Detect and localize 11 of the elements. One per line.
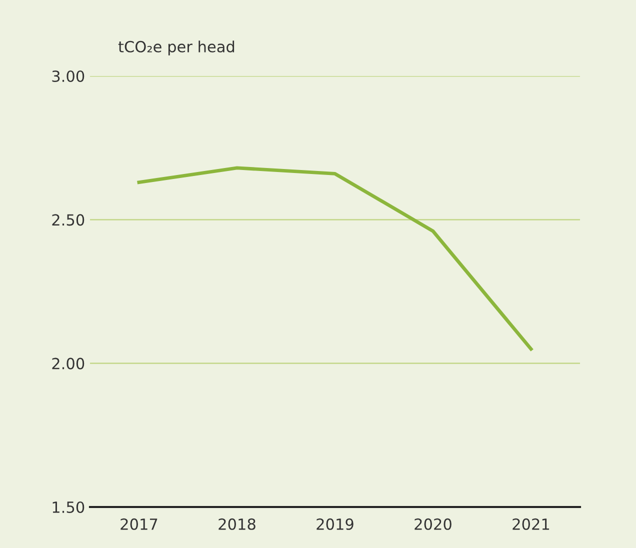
line-series xyxy=(137,166,533,351)
x-tick-label: 2020 xyxy=(414,518,452,530)
x-tick-label: 2021 xyxy=(512,518,550,530)
y-tick-label: 2.50 xyxy=(52,214,84,226)
y-tick-label: 2.00 xyxy=(52,358,84,370)
x-tick-label: 2019 xyxy=(316,518,354,530)
y-tick-label: 3.00 xyxy=(52,70,84,82)
y-tick-label: 1.50 xyxy=(52,501,84,514)
y-axis-title: tCO₂e per head xyxy=(118,40,234,56)
x-tick-label: 2017 xyxy=(120,518,158,530)
x-tick-label: 2018 xyxy=(218,518,256,530)
